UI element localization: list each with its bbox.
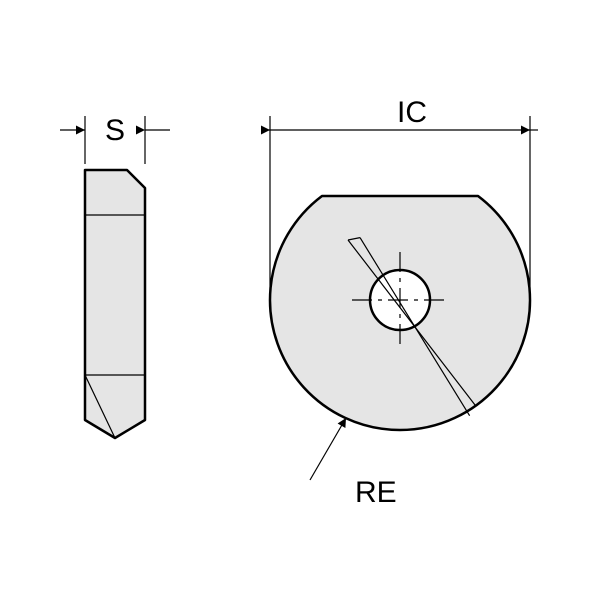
side-view [60,116,170,438]
technical-drawing: S IC RE [0,0,600,600]
front-view [262,116,538,480]
diameter-label: IC [397,96,427,129]
thickness-label: S [105,114,125,147]
radius-label: RE [355,476,397,509]
